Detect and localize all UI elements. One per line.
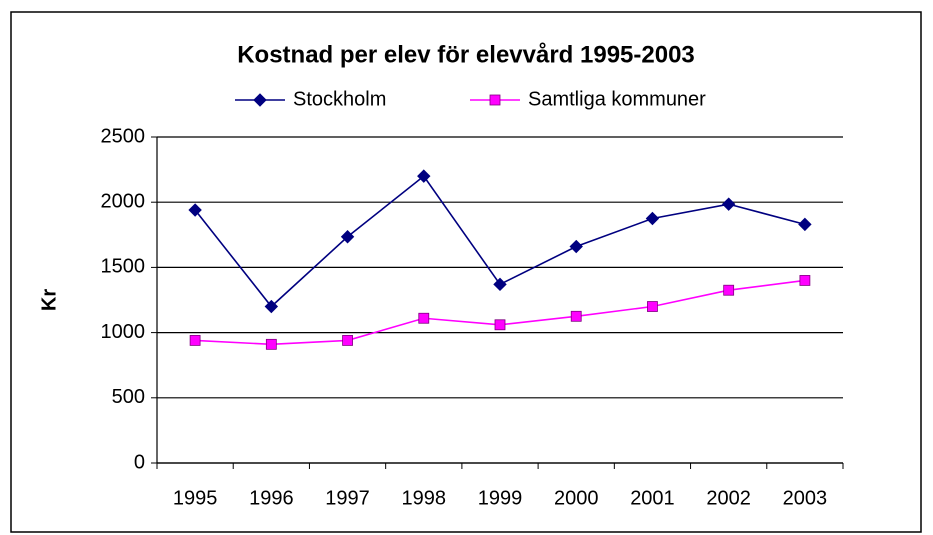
marker (798, 217, 812, 232)
x-tick-label: 2001 (630, 487, 675, 509)
marker (189, 335, 201, 346)
chart-title: Kostnad per elev för elevvård 1995-2003 (237, 41, 695, 68)
marker (253, 93, 267, 107)
marker (569, 239, 583, 254)
x-tick-label: 2000 (554, 487, 599, 509)
legend-label: Samtliga kommuner (528, 88, 706, 110)
x-tick-label: 1997 (325, 487, 370, 509)
x-tick-label: 2003 (783, 487, 828, 509)
marker (417, 169, 431, 183)
y-tick-label: 2000 (101, 190, 146, 212)
marker (342, 335, 353, 346)
marker (799, 275, 811, 286)
marker (647, 301, 658, 312)
marker (489, 94, 501, 106)
marker (494, 319, 506, 331)
x-tick-label: 1999 (478, 487, 523, 509)
marker (340, 230, 355, 244)
y-tick-label: 0 (134, 451, 145, 473)
plot-area (157, 137, 843, 463)
y-tick-label: 1000 (101, 321, 146, 343)
x-tick-label: 2002 (706, 487, 751, 509)
marker (721, 197, 736, 211)
legend-label: Stockholm (293, 88, 386, 110)
marker (493, 277, 507, 292)
x-tick-label: 1998 (402, 487, 447, 509)
marker (265, 338, 277, 350)
y-axis-label: Kr (38, 289, 60, 311)
x-tick-label: 1995 (173, 487, 218, 509)
marker (645, 211, 660, 226)
marker (570, 310, 582, 322)
marker (188, 203, 202, 217)
y-tick-label: 1500 (101, 256, 146, 278)
marker (723, 284, 735, 296)
marker (264, 299, 279, 314)
y-tick-label: 500 (112, 386, 145, 408)
marker (418, 312, 430, 324)
y-tick-label: 2500 (101, 125, 146, 147)
x-tick-label: 1996 (249, 487, 294, 509)
